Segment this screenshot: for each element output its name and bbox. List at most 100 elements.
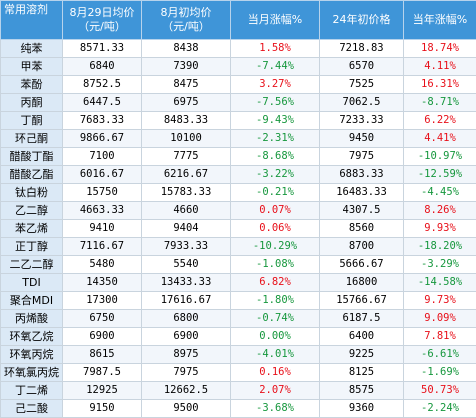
month-change-cell: -3.22% — [231, 166, 320, 184]
solvent-name-cell: 苯酚 — [1, 76, 63, 94]
aug-start-avg-cell: 7933.33 — [142, 238, 231, 256]
solvent-name-cell: 环己酮 — [1, 130, 63, 148]
year-change-cell: -12.59% — [404, 166, 476, 184]
aug-start-avg-cell: 17616.67 — [142, 292, 231, 310]
aug-start-avg-cell: 8483.33 — [142, 112, 231, 130]
year-change-cell: 50.73% — [404, 382, 476, 400]
month-change-cell: 0.07% — [231, 202, 320, 220]
aug29-avg-cell: 9150 — [63, 400, 142, 418]
price-24-start-cell: 7062.5 — [320, 94, 404, 112]
solvent-name-cell: 甲苯 — [1, 58, 63, 76]
year-change-cell: -18.20% — [404, 238, 476, 256]
month-change-cell: -8.68% — [231, 148, 320, 166]
price-24-start-cell: 16483.33 — [320, 184, 404, 202]
year-change-cell: 7.81% — [404, 328, 476, 346]
price-24-start-cell: 8125 — [320, 364, 404, 382]
header-aug29-avg-text: 8月29日均价 （元/吨） — [70, 6, 135, 33]
price-24-start-cell: 8700 — [320, 238, 404, 256]
solvent-name-cell: 乙二醇 — [1, 202, 63, 220]
solvent-name-cell: 丙烯酸 — [1, 310, 63, 328]
year-change-cell: -14.58% — [404, 274, 476, 292]
month-change-cell: -7.56% — [231, 94, 320, 112]
aug-start-avg-cell: 7775 — [142, 148, 231, 166]
aug-start-avg-cell: 7390 — [142, 58, 231, 76]
aug-start-avg-cell: 8438 — [142, 40, 231, 58]
aug29-avg-cell: 8571.33 — [63, 40, 142, 58]
year-change-cell: 6.22% — [404, 112, 476, 130]
header-aug-start-avg: 8月初均价 （元/吨） — [142, 1, 231, 40]
header-aug29-avg: 8月29日均价 （元/吨） — [63, 1, 142, 40]
solvent-name-cell: 聚合MDI — [1, 292, 63, 310]
month-change-cell: 3.27% — [231, 76, 320, 94]
solvent-name-cell: 丁酮 — [1, 112, 63, 130]
year-change-cell: -3.29% — [404, 256, 476, 274]
price-24-start-cell: 9450 — [320, 130, 404, 148]
aug29-avg-cell: 6447.5 — [63, 94, 142, 112]
solvent-name-cell: 环氧丙烷 — [1, 346, 63, 364]
aug29-avg-cell: 7116.67 — [63, 238, 142, 256]
price-24-start-cell: 15766.67 — [320, 292, 404, 310]
month-change-cell: 0.16% — [231, 364, 320, 382]
month-change-cell: -3.68% — [231, 400, 320, 418]
month-change-cell: -0.74% — [231, 310, 320, 328]
month-change-cell: -4.01% — [231, 346, 320, 364]
aug29-avg-cell: 5480 — [63, 256, 142, 274]
year-change-cell: 9.09% — [404, 310, 476, 328]
header-solvent: 常用溶剂 — [1, 1, 63, 40]
year-change-cell: -2.24% — [404, 400, 476, 418]
year-change-cell: -10.97% — [404, 148, 476, 166]
solvent-name-cell: TDI — [1, 274, 63, 292]
solvent-name-cell: 正丁醇 — [1, 238, 63, 256]
price-24-start-cell: 5666.67 — [320, 256, 404, 274]
price-24-start-cell: 6187.5 — [320, 310, 404, 328]
solvent-name-cell: 醋酸乙酯 — [1, 166, 63, 184]
month-change-cell: 0.00% — [231, 328, 320, 346]
price-24-start-cell: 16800 — [320, 274, 404, 292]
aug29-avg-cell: 6840 — [63, 58, 142, 76]
year-change-cell: -4.45% — [404, 184, 476, 202]
year-change-cell: 4.41% — [404, 130, 476, 148]
aug29-avg-cell: 8752.5 — [63, 76, 142, 94]
aug29-avg-cell: 14350 — [63, 274, 142, 292]
aug-start-avg-cell: 5540 — [142, 256, 231, 274]
header-24-start-price: 24年初价格 — [320, 1, 404, 40]
month-change-cell: -9.43% — [231, 112, 320, 130]
month-change-cell: -0.21% — [231, 184, 320, 202]
price-24-start-cell: 6400 — [320, 328, 404, 346]
month-change-cell: -1.08% — [231, 256, 320, 274]
year-change-cell: -6.61% — [404, 346, 476, 364]
aug29-avg-cell: 12925 — [63, 382, 142, 400]
aug29-avg-cell: 15750 — [63, 184, 142, 202]
month-change-cell: 1.58% — [231, 40, 320, 58]
solvent-name-cell: 醋酸丁酯 — [1, 148, 63, 166]
solvent-name-cell: 钛白粉 — [1, 184, 63, 202]
aug29-avg-cell: 7100 — [63, 148, 142, 166]
price-24-start-cell: 7975 — [320, 148, 404, 166]
price-24-start-cell: 9225 — [320, 346, 404, 364]
solvent-name-cell: 丙酮 — [1, 94, 63, 112]
year-change-cell: 9.93% — [404, 220, 476, 238]
aug29-avg-cell: 17300 — [63, 292, 142, 310]
aug29-avg-cell: 7987.5 — [63, 364, 142, 382]
header-month-change: 当月涨幅% — [231, 1, 320, 40]
aug-start-avg-cell: 8475 — [142, 76, 231, 94]
aug-start-avg-cell: 6216.67 — [142, 166, 231, 184]
year-change-cell: -1.69% — [404, 364, 476, 382]
aug-start-avg-cell: 10100 — [142, 130, 231, 148]
aug-start-avg-cell: 6900 — [142, 328, 231, 346]
aug29-avg-cell: 8615 — [63, 346, 142, 364]
price-24-start-cell: 8575 — [320, 382, 404, 400]
aug29-avg-cell: 7683.33 — [63, 112, 142, 130]
